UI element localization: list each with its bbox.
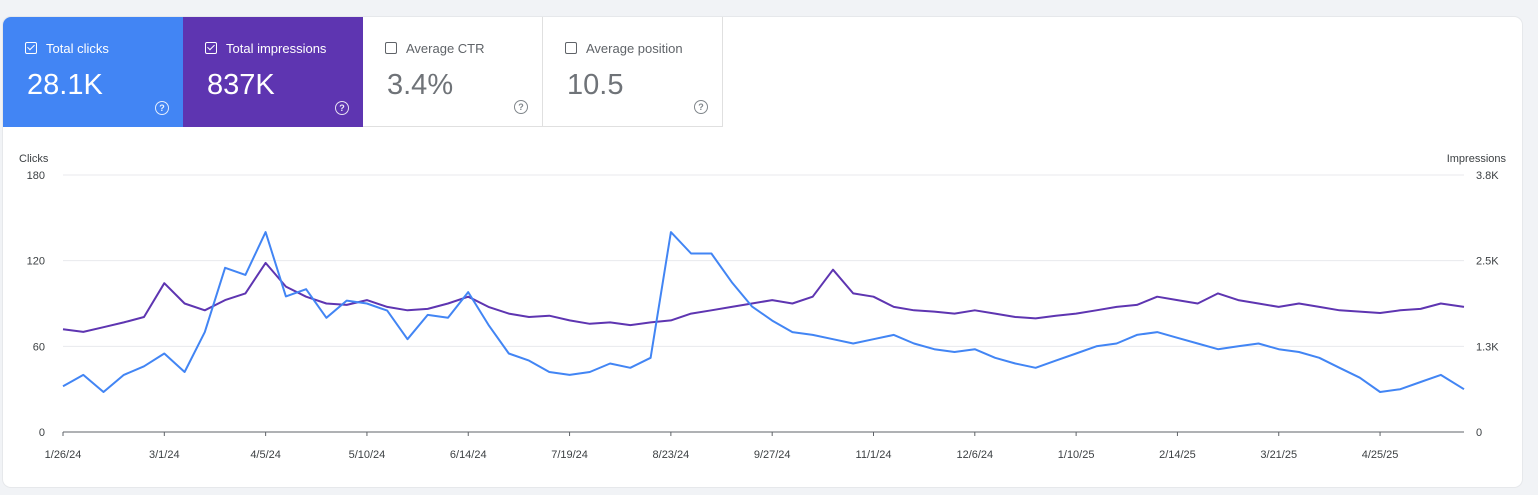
total-clicks-checkbox[interactable] [25,42,37,54]
metric-selector: Total clicks 28.1K ? Total impressions 8… [3,17,723,127]
average-position-checkbox[interactable] [565,42,577,54]
metric-value: 10.5 [567,69,624,101]
x-tick-label: 3/1/24 [149,449,180,461]
help-icon[interactable]: ? [155,101,169,115]
x-tick-label: 12/6/24 [956,449,993,461]
left-tick-label: 180 [27,170,45,182]
metric-value: 3.4% [387,69,454,101]
right-tick-label: 0 [1476,427,1482,439]
x-tick-label: 3/21/25 [1260,449,1297,461]
help-icon[interactable]: ? [694,100,708,114]
x-tick-label: 4/5/24 [250,449,281,461]
chart-ticks: 0 0 60 1.3K 120 2.5K 180 3.8K 1/26/24 3/1/24 4/5/2… [27,170,1500,461]
metric-card-total-clicks[interactable]: Total clicks 28.1K ? [3,17,183,127]
left-tick-label: 120 [27,256,45,268]
x-tick-label: 7/19/24 [551,449,588,461]
x-tick-label: 1/26/24 [45,449,82,461]
performance-card: Total clicks 28.1K ? Total impressions 8… [3,17,1522,487]
series-line-total-clicks [62,231,1465,393]
chart-grid [63,174,1464,433]
help-icon[interactable]: ? [514,100,528,114]
x-tick-label: 6/14/24 [450,449,487,461]
chart-series [62,231,1465,393]
metric-value: 28.1K [27,69,103,101]
x-tick-label: 2/14/25 [1159,449,1196,461]
left-tick-label: 60 [33,341,45,353]
right-tick-label: 1.3K [1476,341,1499,353]
metric-card-average-ctr[interactable]: Average CTR 3.4% ? [363,17,543,127]
x-tick-label: 11/1/24 [856,449,892,461]
total-impressions-checkbox[interactable] [205,42,217,54]
average-ctr-checkbox[interactable] [385,42,397,54]
right-tick-label: 3.8K [1476,170,1499,182]
metric-label: Total clicks [46,41,109,56]
right-axis-label: Impressions [1447,153,1507,165]
right-tick-label: 2.5K [1476,256,1499,268]
x-tick-label: 8/23/24 [653,449,690,461]
x-tick-label: 5/10/24 [349,449,386,461]
help-icon[interactable]: ? [335,101,349,115]
metric-card-total-impressions[interactable]: Total impressions 837K ? [183,17,363,127]
performance-chart[interactable]: Clicks Impressions 0 0 60 1.3K 120 2.5K 180 3.8… [3,17,1522,487]
metric-card-average-position[interactable]: Average position 10.5 ? [543,17,723,127]
x-tick-label: 9/27/24 [754,449,791,461]
left-tick-label: 0 [39,427,45,439]
left-axis-label: Clicks [19,153,49,165]
metric-label: Average position [586,41,683,56]
metric-label: Total impressions [226,41,327,56]
x-tick-label: 4/25/25 [1362,449,1399,461]
series-line-total-impressions [62,261,1465,333]
x-tick-label: 1/10/25 [1058,449,1095,461]
metric-label: Average CTR [406,41,485,56]
metric-value: 837K [207,69,275,101]
